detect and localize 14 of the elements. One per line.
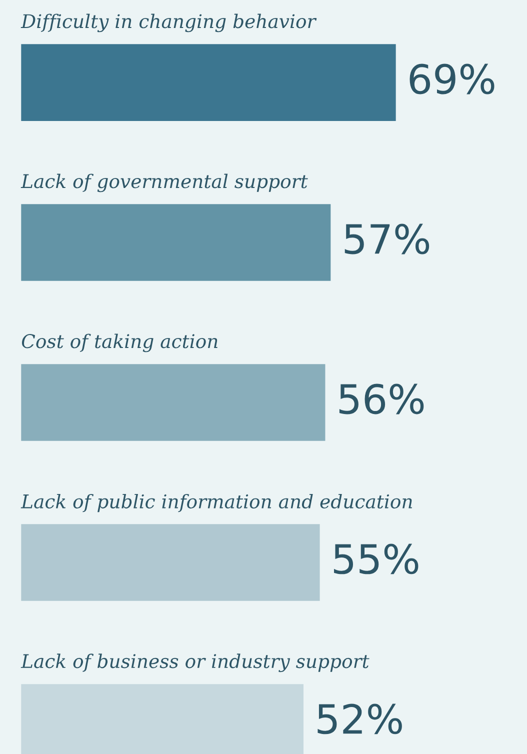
- y-tick-label: Lack of business or industry support: [20, 654, 370, 672]
- y-tick-label: Difficulty in changing behavior: [20, 14, 317, 32]
- y-tick-label: Lack of public information and education: [20, 494, 412, 512]
- data-label: 57%: [344, 224, 430, 254]
- bar: [21, 204, 331, 281]
- y-tick-label: Lack of governmental support: [20, 174, 308, 192]
- bar: [21, 524, 320, 601]
- bar: [21, 364, 326, 441]
- data-label: 56%: [339, 384, 424, 414]
- data-label: 55%: [334, 544, 418, 574]
- y-tick-label: Cost of taking action: [22, 334, 218, 352]
- data-label: 69%: [410, 64, 494, 94]
- bar: [21, 44, 396, 121]
- data-label: 52%: [318, 704, 402, 734]
